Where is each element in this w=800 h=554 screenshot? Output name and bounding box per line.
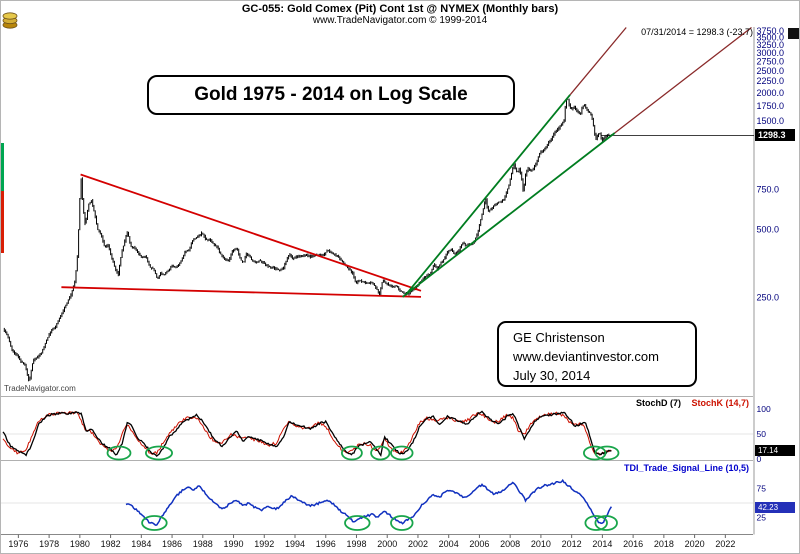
year-label: 2008	[500, 539, 520, 549]
year-label: 2002	[408, 539, 428, 549]
trendline-red-wedge-top	[80, 173, 422, 292]
last-price-badge: 1298.3	[755, 129, 795, 141]
tdi-tick-label: 75	[757, 484, 767, 494]
scroll-button[interactable]	[788, 28, 799, 39]
stoch-tick-label: 0	[757, 454, 762, 464]
year-label: 2020	[685, 539, 705, 549]
year-label: 2016	[623, 539, 643, 549]
stoch-highlight-ellipse	[594, 445, 620, 461]
price-tick-label: 3750.0	[757, 26, 785, 36]
price-tick-label: 750.0	[757, 184, 780, 194]
credit-line-site: www.deviantinvestor.com	[513, 348, 659, 364]
year-label: 1992	[254, 539, 274, 549]
stoch-tick-label: 100	[757, 404, 771, 414]
price-tick-label: 1500.0	[757, 116, 785, 126]
trendline-maroon-projection-upper	[569, 27, 627, 96]
year-label: 2004	[439, 539, 459, 549]
tdi-highlight-ellipse	[344, 515, 371, 531]
year-label: 1982	[101, 539, 121, 549]
stoch-panel-labels: StochD (7) StochK (14,7)	[636, 398, 749, 408]
stoch-highlight-ellipse	[390, 445, 414, 461]
credit-line-author: GE Christenson	[513, 330, 605, 345]
price-tick-label: 3000.0	[757, 48, 785, 58]
stoch-tick-label: 50	[757, 429, 767, 439]
trendline-green-channel-top	[406, 94, 571, 294]
price-tick-label: 500.0	[757, 224, 780, 234]
chart-header-subtitle: www.TradeNavigator.com © 1999-2014	[312, 15, 488, 26]
year-label: 2018	[654, 539, 674, 549]
left-edge-partial-bar-green	[1, 143, 4, 191]
left-edge-partial-bar-red	[1, 191, 4, 253]
trendline-green-channel-bottom	[402, 132, 616, 298]
year-label: 1984	[131, 539, 151, 549]
trendline-maroon-projection-lower	[614, 26, 752, 134]
price-tick-label: 2750.0	[757, 56, 785, 66]
chart-header-title: GC-055: Gold Comex (Pit) Cont 1st @ NYME…	[241, 3, 559, 15]
tdi-highlight-ellipse	[584, 515, 608, 531]
year-label: 1998	[346, 539, 366, 549]
year-label: 2022	[715, 539, 735, 549]
year-label: 1996	[316, 539, 336, 549]
tdi-panel-label: TDI_Trade_Signal_Line (10,5)	[623, 463, 749, 473]
tdi-highlight-ellipse	[594, 515, 618, 531]
tdi-highlight-ellipse	[141, 515, 168, 531]
price-tick-label: 3250.0	[757, 40, 785, 50]
chart-title-box: Gold 1975 - 2014 on Log Scale	[147, 75, 515, 115]
stochk-label: StochK (14,7)	[691, 398, 749, 408]
stoch-value-badge: 17.14	[755, 445, 795, 456]
last-quote-annotation: 07/31/2014 = 1298.3 (-23.7)	[641, 27, 753, 37]
indicator-line-StochD	[2, 410, 612, 458]
indicator-line-TDI	[125, 478, 613, 526]
tdi-value-badge: 42.23	[755, 502, 795, 513]
price-tick-label: 2000.0	[757, 88, 785, 98]
stoch-highlight-ellipse	[583, 445, 607, 461]
year-label: 2014	[592, 539, 612, 549]
price-tick-label: 3500.0	[757, 33, 785, 43]
year-label: 2000	[377, 539, 397, 549]
price-tick-label: 2250.0	[757, 76, 785, 86]
year-label: 1988	[193, 539, 213, 549]
tdi-tick-label: 25	[757, 513, 767, 523]
stoch-highlight-ellipse	[340, 445, 363, 461]
year-label: 2010	[531, 539, 551, 549]
year-label: 1978	[39, 539, 59, 549]
year-label: 1986	[162, 539, 182, 549]
chart-title-text: Gold 1975 - 2014 on Log Scale	[194, 84, 468, 105]
gold-coins-icon	[2, 12, 18, 20]
credit-annotation-box: GE Christenson www.deviantinvestor.com J…	[497, 321, 697, 387]
year-label: 1976	[8, 539, 28, 549]
credit-line-date: July 30, 2014	[513, 367, 591, 383]
trendline-red-wedge-bottom	[61, 286, 422, 298]
year-label: 1990	[224, 539, 244, 549]
stoch-highlight-ellipse	[144, 445, 173, 461]
year-label: 2012	[562, 539, 582, 549]
year-label: 1980	[70, 539, 90, 549]
year-label: 1994	[285, 539, 305, 549]
stoch-highlight-ellipse	[106, 445, 132, 461]
tradenavigator-watermark: TradeNavigator.com	[4, 384, 76, 393]
price-tick-label: 1750.0	[757, 101, 785, 111]
stochd-label: StochD (7)	[635, 398, 681, 408]
price-tick-label: 250.0	[757, 293, 780, 303]
stoch-highlight-ellipse	[370, 445, 391, 461]
year-label: 2006	[469, 539, 489, 549]
tdi-highlight-ellipse	[390, 515, 414, 531]
price-tick-label: 2500.0	[757, 66, 785, 76]
